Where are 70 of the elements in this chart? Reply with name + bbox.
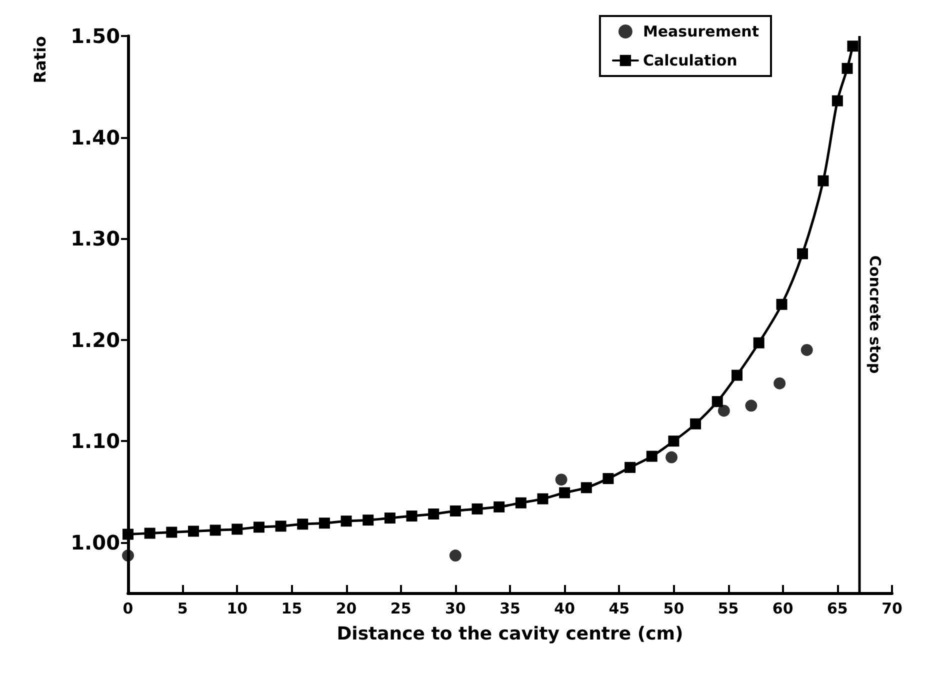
point (166, 526, 178, 538)
ref-line-label: Concrete stop (866, 255, 884, 374)
point (297, 518, 308, 530)
point (188, 526, 199, 537)
point (774, 377, 786, 390)
point (832, 95, 843, 106)
x-tick-label: 40 (554, 600, 576, 618)
x-tick-label: 15 (281, 600, 302, 618)
x-tick-label: 5 (177, 600, 188, 618)
point (384, 512, 396, 524)
point (537, 493, 548, 504)
point (690, 418, 702, 430)
point (449, 550, 462, 562)
point (232, 524, 243, 535)
point (624, 462, 636, 473)
point (340, 516, 352, 527)
x-axis-title: Distance to the cavity centre (cm) (336, 624, 684, 644)
point (555, 474, 568, 486)
point (406, 510, 418, 522)
x-tick-label: 65 (826, 600, 848, 618)
x-tick-label: 35 (500, 600, 520, 618)
point (318, 518, 330, 529)
point (800, 344, 813, 356)
y-tick-label: 1.00 (70, 530, 120, 554)
x-tick-label: 0 (122, 600, 134, 618)
point (515, 497, 526, 508)
legend-label: Calculation (642, 52, 738, 70)
point (494, 501, 505, 512)
point (210, 524, 221, 536)
point (602, 473, 614, 484)
point (275, 520, 286, 532)
x-tick-label: 70 (882, 600, 902, 618)
point (712, 396, 723, 408)
x-tick-label: 45 (608, 600, 630, 618)
point (144, 528, 156, 539)
x-tick-label: 60 (772, 600, 794, 618)
x-tick-label: 55 (718, 600, 739, 618)
point (666, 451, 678, 464)
point (842, 62, 853, 74)
point (753, 337, 764, 348)
x-tick-label: 20 (336, 600, 357, 618)
point (776, 298, 788, 310)
point (745, 400, 758, 412)
point (732, 370, 743, 381)
point (472, 503, 483, 514)
x-tick-label: 50 (663, 600, 684, 618)
legend-label: Measurement (642, 22, 760, 40)
y-tick-label: 1.10 (70, 429, 120, 454)
point (362, 514, 374, 526)
point (818, 175, 829, 186)
y-axis-title: Ratio (30, 36, 50, 84)
point (847, 40, 858, 52)
point (122, 528, 134, 540)
y-tick-label: 1.40 (70, 125, 120, 150)
point (646, 450, 658, 462)
point (450, 505, 461, 516)
point (253, 522, 264, 533)
point (718, 404, 730, 417)
x-tick-label: 30 (444, 600, 466, 618)
point (797, 248, 808, 260)
x-tick-label: 25 (390, 600, 412, 618)
point (559, 487, 570, 498)
y-tick-label: 1.30 (70, 226, 120, 251)
point (668, 436, 680, 447)
x-tick-label: 10 (226, 600, 248, 618)
point (428, 508, 440, 520)
point (580, 482, 592, 494)
point (122, 550, 134, 562)
y-tick-label: 1.20 (70, 328, 120, 352)
y-tick-label: 1.50 (70, 24, 120, 48)
